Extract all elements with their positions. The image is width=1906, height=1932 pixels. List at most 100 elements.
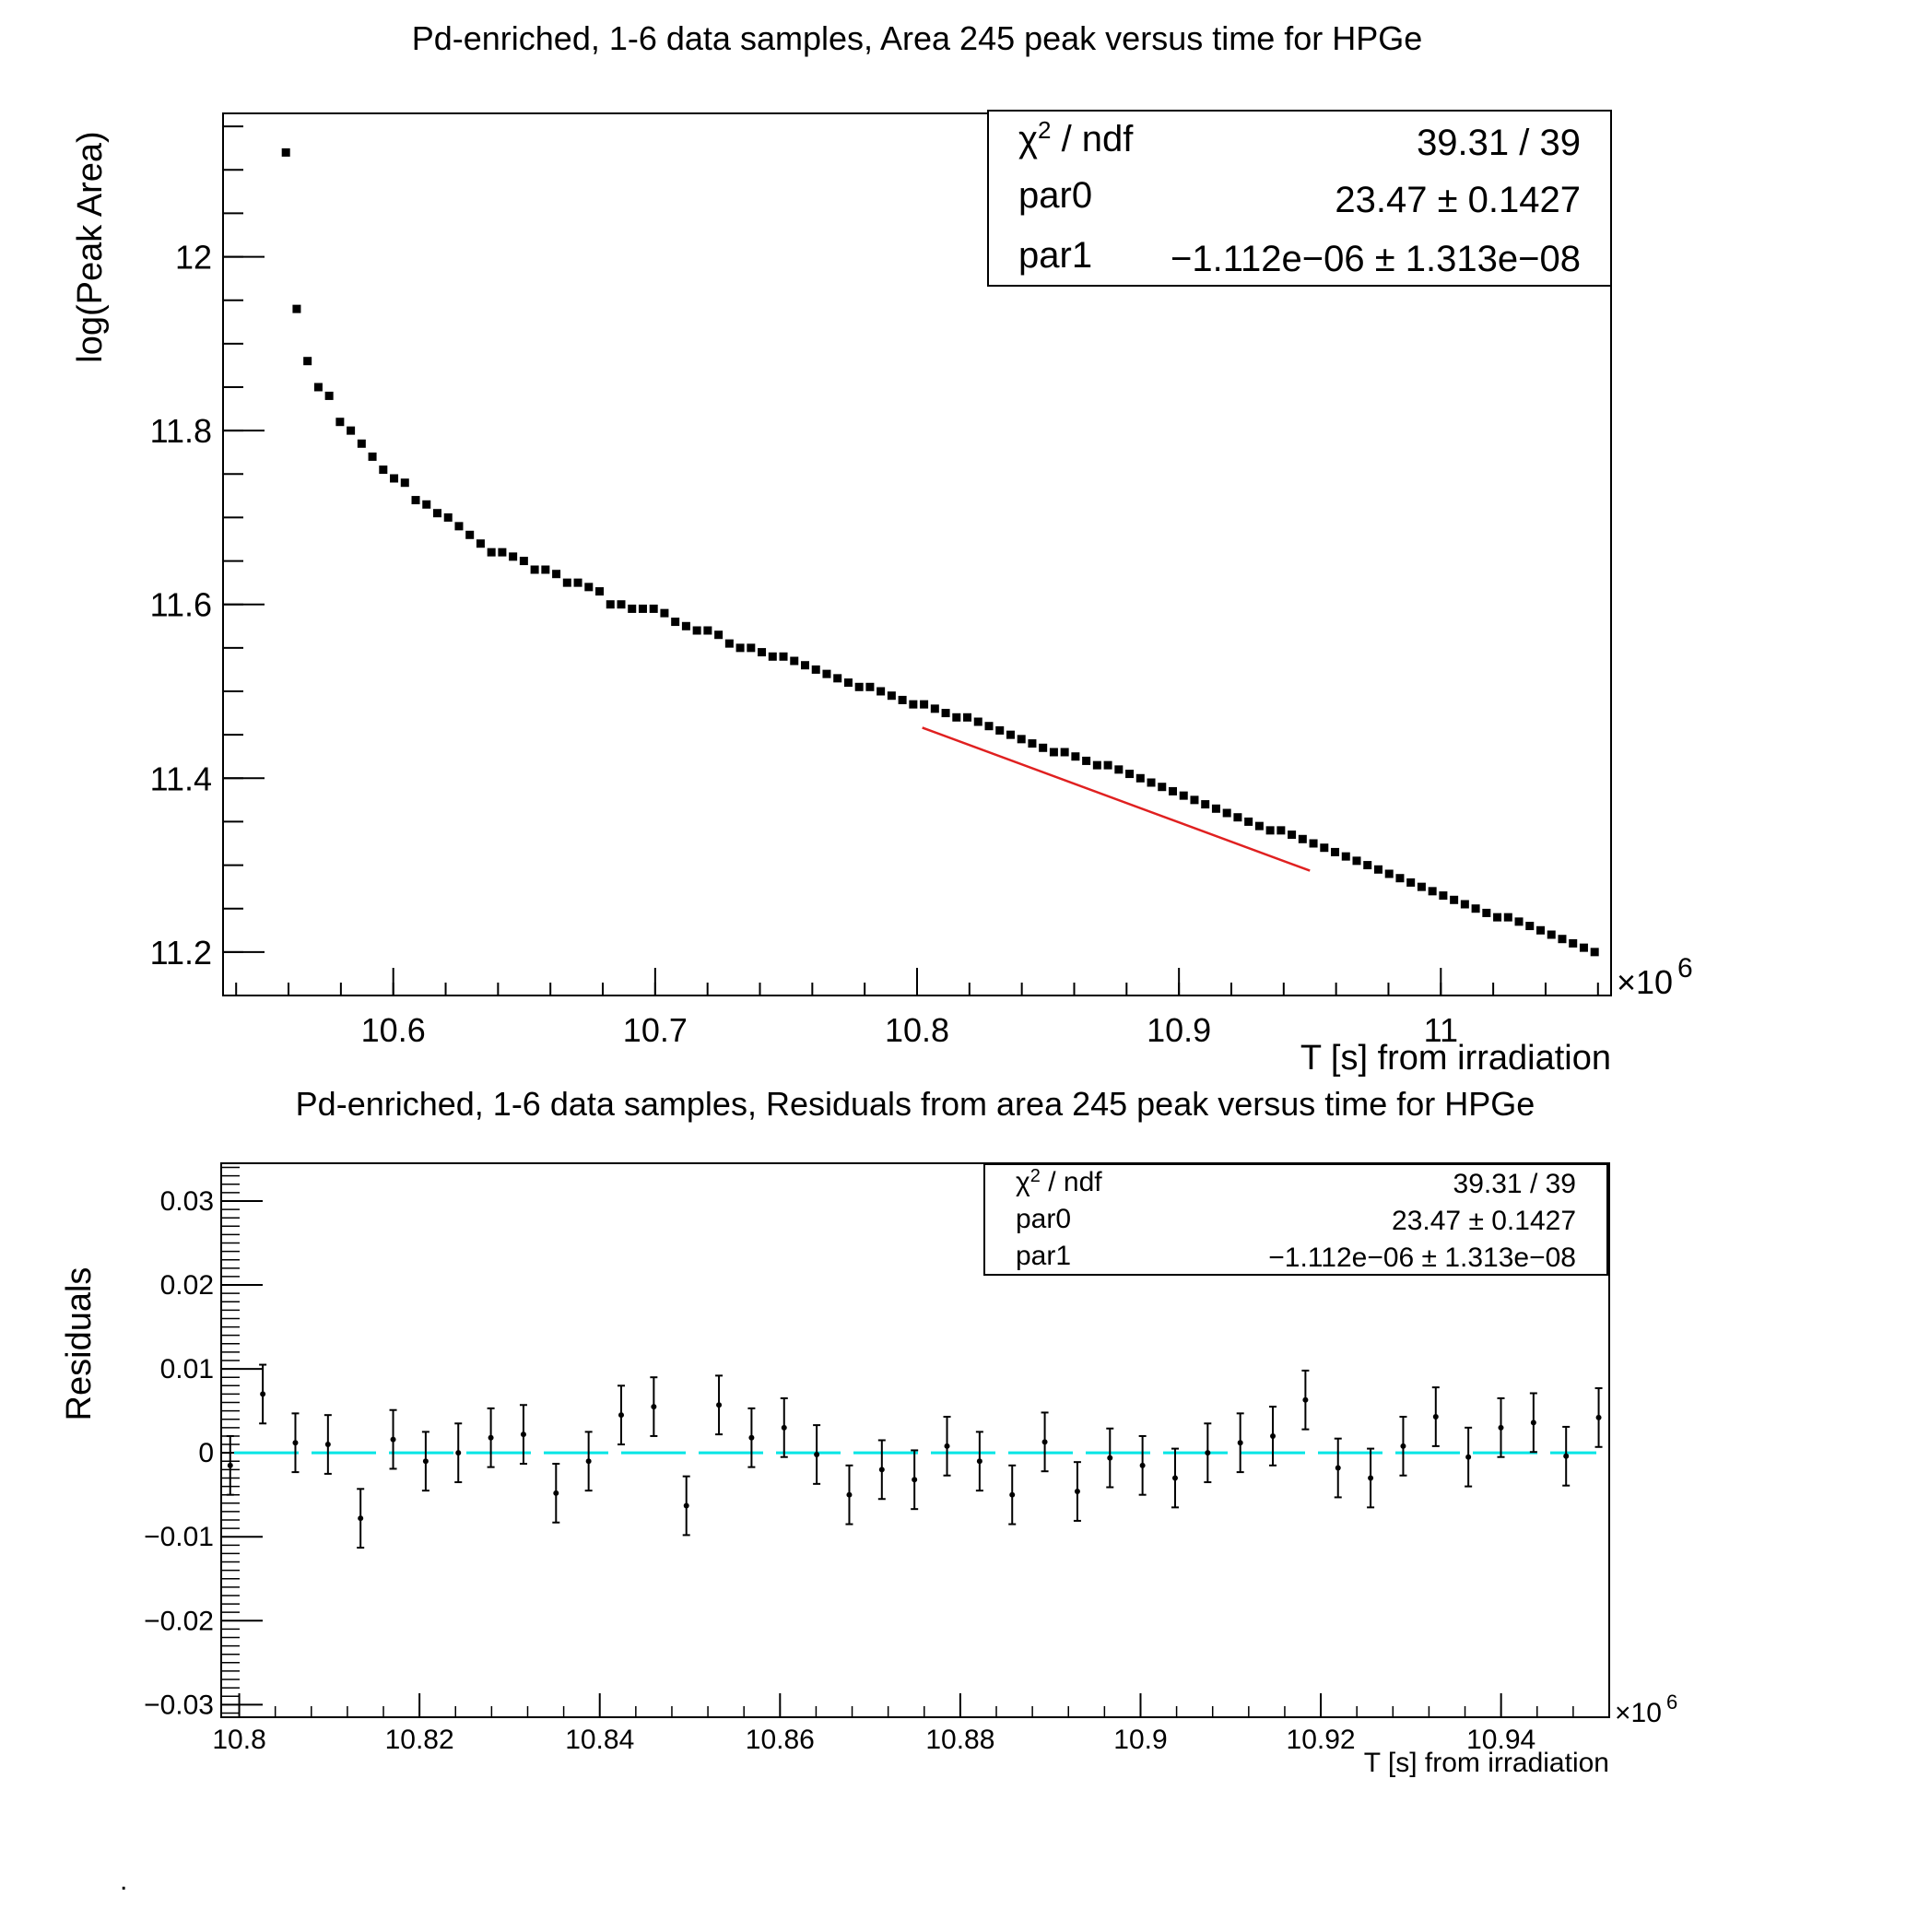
top-data-point <box>1071 752 1080 761</box>
bottom-x-axis-label: T [s] from irradiation <box>1364 1748 1609 1778</box>
top-data-point <box>1460 900 1469 909</box>
top-stats-chi-label: χ2 / ndf <box>1018 116 1134 159</box>
bottom-stats-frame <box>983 1163 1608 1276</box>
bottom-x-tick-label: 10.9 <box>1113 1725 1167 1755</box>
bottom-stats-par1-value: −1.112e−06 ± 1.313e−08 <box>1268 1243 1576 1273</box>
bottom-point-marker <box>358 1515 364 1522</box>
bottom-point-marker <box>488 1434 494 1441</box>
top-data-point <box>1254 821 1264 831</box>
bottom-data-point <box>519 1404 527 1465</box>
bottom-point-marker <box>716 1402 723 1408</box>
top-stats-par1-label: par1 <box>1018 235 1092 276</box>
top-data-point <box>1558 935 1567 944</box>
top-data-point <box>779 652 788 661</box>
top-data-point <box>768 652 777 661</box>
top-data-point <box>963 713 972 722</box>
top-data-point <box>898 695 907 704</box>
top-data-point <box>617 600 626 609</box>
bottom-data-point <box>1399 1416 1407 1477</box>
bottom-y-axis: 0.03 0.02 0.01 0 −0.01 −0.02 −0.03 <box>144 1166 263 1720</box>
footer-dot: . <box>120 1866 127 1896</box>
top-data-point <box>454 522 464 531</box>
bottom-x-axis: 10.8 10.82 10.84 10.86 10.88 10.9 10.92 10.94 <box>212 1693 1574 1755</box>
top-data-point <box>1265 826 1275 835</box>
bottom-x-tick-label: 10.86 <box>746 1725 815 1755</box>
top-data-point <box>854 682 864 691</box>
bottom-data-point <box>747 1407 756 1468</box>
top-x-tick-label: 11 <box>1424 1011 1458 1049</box>
top-data-point <box>941 709 950 718</box>
bottom-point-marker <box>748 1434 755 1441</box>
top-data-point <box>292 304 301 313</box>
bottom-point-marker <box>292 1440 299 1446</box>
bottom-y-axis-label: Residuals <box>60 1267 99 1421</box>
top-data-point <box>347 426 356 435</box>
top-data-point <box>303 357 312 366</box>
top-data-point <box>1536 925 1546 935</box>
bottom-point-marker <box>651 1404 657 1410</box>
top-data-point <box>357 439 366 448</box>
bottom-data-point <box>943 1416 951 1477</box>
bottom-data-point <box>1041 1411 1049 1473</box>
bottom-point-marker <box>1107 1455 1113 1461</box>
top-data-point <box>584 583 594 592</box>
top-data-point <box>909 700 918 709</box>
bottom-point-marker <box>1400 1443 1406 1449</box>
top-data-point <box>660 608 669 618</box>
bottom-data-point <box>975 1431 983 1492</box>
top-x-tick-label: 10.9 <box>1147 1011 1211 1049</box>
top-y-axis-label: log(Peak Area) <box>71 131 110 362</box>
bottom-data-point <box>1431 1386 1440 1447</box>
top-data-point <box>1417 882 1426 891</box>
bottom-point-marker <box>324 1442 331 1448</box>
top-stats-par0-value: 23.47 ± 0.1427 <box>1335 180 1581 220</box>
bottom-point-marker <box>814 1451 820 1457</box>
top-stats-box: χ2 / ndf 39.31 / 39 par0 23.47 ± 0.1427 … <box>987 110 1612 287</box>
bottom-x-multiplier: ×10 6 <box>1615 1690 1677 1728</box>
bottom-data-point <box>1465 1426 1473 1488</box>
bottom-data-point <box>1367 1447 1375 1509</box>
top-data-point <box>1233 813 1242 822</box>
bottom-point-marker <box>1563 1453 1570 1459</box>
bottom-stats-chi-label: χ2 / ndf <box>1016 1166 1102 1197</box>
top-data-point <box>1590 948 1599 957</box>
bottom-y-tick-label: 0.01 <box>160 1354 214 1384</box>
bottom-data-point <box>1171 1447 1179 1509</box>
top-data-point <box>758 648 767 657</box>
bottom-data-point <box>226 1434 234 1496</box>
top-x-multiplier-exp: 6 <box>1677 953 1693 984</box>
top-data-point <box>1493 913 1502 922</box>
top-data-point <box>973 717 982 726</box>
top-data-point <box>1352 856 1361 866</box>
top-data-point <box>562 578 571 587</box>
top-data-point <box>595 587 605 596</box>
top-data-point <box>692 626 701 635</box>
top-data-point <box>519 557 528 566</box>
top-data-point <box>1135 773 1145 783</box>
top-y-tick-label: 11.6 <box>150 586 212 624</box>
top-data-point <box>1082 756 1091 765</box>
top-data-point <box>530 565 539 574</box>
top-data-point <box>735 643 745 653</box>
top-data-point <box>1190 795 1199 805</box>
top-data-point <box>833 674 842 683</box>
bottom-stats-box: χ2 / ndf 39.31 / 39 par0 23.47 ± 0.1427 … <box>983 1163 1608 1276</box>
top-data-point <box>1039 743 1048 752</box>
bottom-data-point <box>584 1431 593 1492</box>
bottom-data-point <box>552 1462 560 1524</box>
top-data-point <box>573 578 582 587</box>
top-data-point <box>476 539 485 548</box>
bottom-point-marker <box>1498 1424 1504 1431</box>
top-data-point <box>1309 839 1318 848</box>
top-x-multiplier: ×10 6 <box>1617 953 1693 1001</box>
bottom-data-point <box>1334 1437 1342 1499</box>
bottom-data-point <box>421 1431 429 1492</box>
top-data-point <box>400 478 409 488</box>
top-data-point <box>681 621 690 630</box>
bottom-stats-chi-value: 39.31 / 39 <box>1453 1169 1576 1199</box>
top-stats-frame <box>987 110 1612 287</box>
bottom-y-tick-label: −0.02 <box>144 1606 214 1636</box>
top-stats-par0-label: par0 <box>1018 175 1092 216</box>
top-data-points <box>281 147 1599 957</box>
top-data-point <box>498 548 507 557</box>
